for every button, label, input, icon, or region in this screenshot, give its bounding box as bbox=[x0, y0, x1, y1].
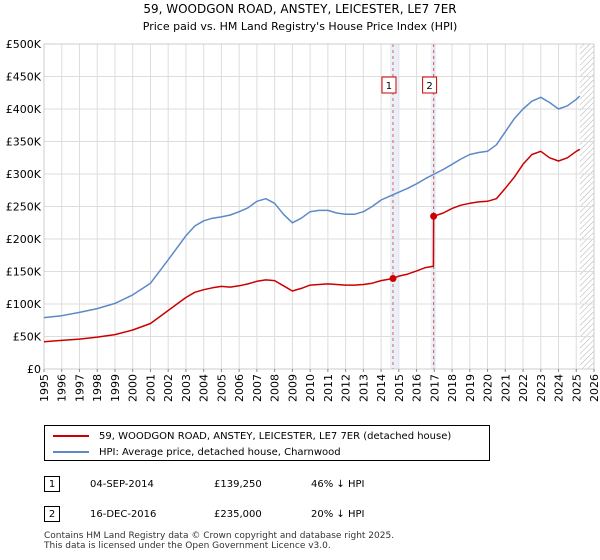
x-tick-label: 2012 bbox=[340, 374, 353, 402]
legend-swatch-hpi bbox=[53, 451, 89, 453]
legend-label-hpi: HPI: Average price, detached house, Char… bbox=[99, 446, 341, 458]
transaction-row: 2 16-DEC-2016 £235,000 20% ↓ HPI bbox=[44, 503, 544, 525]
x-tick-label: 2015 bbox=[393, 374, 406, 402]
x-tick-label: 2022 bbox=[517, 374, 530, 402]
x-tick-label: 2023 bbox=[535, 374, 548, 402]
x-tick-label: 2007 bbox=[251, 374, 264, 402]
x-tick-label: 2026 bbox=[588, 374, 600, 402]
legend-label-property: 59, WOODGON ROAD, ANSTEY, LEICESTER, LE7… bbox=[99, 430, 452, 442]
transaction-number-badge: 1 bbox=[44, 476, 60, 492]
chart-subtitle: Price paid vs. HM Land Registry's House … bbox=[143, 20, 458, 33]
x-tick-label: 1995 bbox=[38, 374, 51, 402]
x-tick-label: 2024 bbox=[553, 374, 566, 402]
x-tick-label: 2018 bbox=[446, 374, 459, 402]
legend-item-hpi: HPI: Average price, detached house, Char… bbox=[53, 444, 341, 460]
transaction-label-frame bbox=[422, 76, 438, 94]
plot-frame bbox=[43, 43, 595, 370]
y-tick-label: £350K bbox=[6, 136, 42, 149]
y-tick-label: £300K bbox=[6, 168, 42, 181]
series-line bbox=[43, 95, 581, 319]
x-tick-label: 2001 bbox=[144, 374, 157, 402]
x-tick-label: 2013 bbox=[357, 374, 370, 402]
transaction-label-frame bbox=[381, 76, 397, 94]
x-tick-label: 2021 bbox=[499, 374, 512, 402]
x-tick-label: 2025 bbox=[570, 374, 583, 402]
transaction-date: 16-DEC-2016 bbox=[90, 508, 157, 520]
x-tick-label: 2003 bbox=[180, 374, 193, 402]
footer-copyright: Contains HM Land Registry data © Crown c… bbox=[44, 531, 395, 541]
x-tick-label: 2006 bbox=[233, 374, 246, 402]
legend-swatch-property bbox=[53, 435, 89, 437]
x-tick-label: 2010 bbox=[304, 374, 317, 402]
x-tick-label: 2019 bbox=[464, 374, 477, 402]
transaction-label-box: 1 bbox=[381, 76, 397, 94]
footer-license: This data is licensed under the Open Gov… bbox=[44, 541, 331, 551]
x-tick-label: 2005 bbox=[215, 374, 228, 402]
price-chart: 59, WOODGON ROAD, ANSTEY, LEICESTER, LE7… bbox=[6, 2, 600, 402]
x-tick-label: 2008 bbox=[269, 374, 282, 402]
transaction-label-box: 2 bbox=[422, 76, 438, 94]
x-tick-label: 1997 bbox=[73, 374, 86, 402]
x-tick-label: 2004 bbox=[198, 374, 211, 402]
y-tick-label: £50K bbox=[13, 331, 42, 344]
transaction-price: £235,000 bbox=[214, 508, 262, 520]
y-tick-label: £0 bbox=[27, 363, 41, 376]
transaction-row: 1 04-SEP-2014 £139,250 46% ↓ HPI bbox=[44, 473, 544, 495]
transaction-hpi-diff: 46% ↓ HPI bbox=[311, 478, 365, 490]
transaction-label-number: 1 bbox=[386, 81, 392, 92]
x-tick-label: 2002 bbox=[162, 374, 175, 402]
y-tick-label: £500K bbox=[6, 38, 42, 51]
chart-legend: 59, WOODGON ROAD, ANSTEY, LEICESTER, LE7… bbox=[44, 425, 490, 461]
x-tick-label: 2017 bbox=[428, 374, 441, 402]
legend-item-property: 59, WOODGON ROAD, ANSTEY, LEICESTER, LE7… bbox=[53, 428, 451, 444]
x-tick-label: 1998 bbox=[91, 374, 104, 402]
chart-title: 59, WOODGON ROAD, ANSTEY, LEICESTER, LE7… bbox=[143, 2, 456, 16]
transaction-date: 04-SEP-2014 bbox=[90, 478, 154, 490]
x-tick-label: 2016 bbox=[411, 374, 424, 402]
sale-point bbox=[430, 212, 438, 220]
transaction-number-badge: 2 bbox=[44, 506, 60, 522]
footer-credits: Contains HM Land Registry data © Crown c… bbox=[44, 531, 394, 551]
y-tick-label: £200K bbox=[6, 233, 42, 246]
y-tick-label: £100K bbox=[6, 298, 42, 311]
transaction-hpi-diff: 20% ↓ HPI bbox=[311, 508, 365, 520]
series-line bbox=[43, 148, 581, 343]
transaction-price: £139,250 bbox=[214, 478, 262, 490]
y-tick-label: £400K bbox=[6, 103, 42, 116]
transaction-highlight-band bbox=[389, 44, 399, 369]
x-tick-label: 2011 bbox=[322, 374, 335, 402]
x-tick-label: 2000 bbox=[127, 374, 140, 402]
sale-point bbox=[389, 274, 397, 282]
y-tick-label: £150K bbox=[6, 266, 42, 279]
y-tick-label: £250K bbox=[6, 201, 42, 214]
x-tick-label: 2009 bbox=[286, 374, 299, 402]
x-tick-label: 1999 bbox=[109, 374, 122, 402]
x-tick-label: 2020 bbox=[482, 374, 495, 402]
transaction-label-number: 2 bbox=[426, 81, 432, 92]
y-tick-label: £450K bbox=[6, 71, 42, 84]
x-tick-label: 2014 bbox=[375, 374, 388, 402]
x-tick-label: 1996 bbox=[56, 374, 69, 402]
